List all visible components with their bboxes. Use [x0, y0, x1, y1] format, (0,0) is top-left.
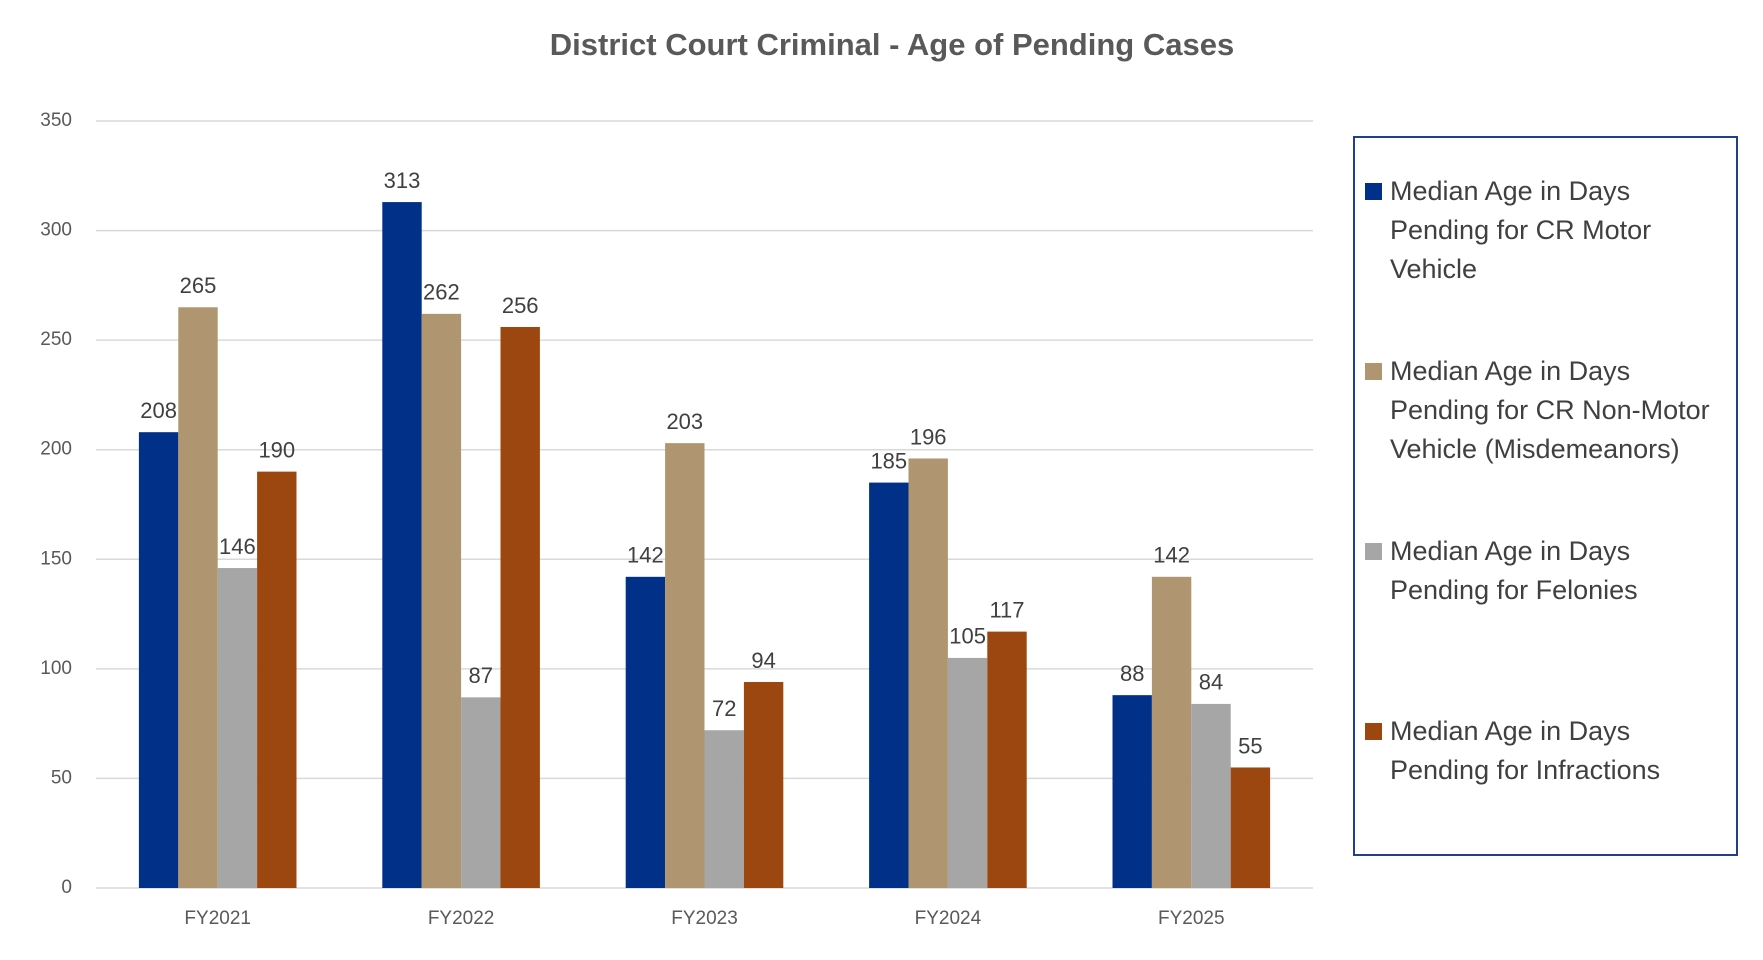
y-tick-label: 200 [40, 439, 72, 460]
bar [500, 326, 540, 889]
bar [947, 657, 988, 888]
legend-item: Median Age in Days Pending for CR Motor … [1365, 172, 1730, 352]
bar [987, 631, 1027, 888]
bar [178, 307, 218, 888]
data-label: 196 [910, 424, 947, 449]
legend-item: Median Age in Days Pending for CR Non-Mo… [1365, 352, 1730, 532]
data-label: 262 [423, 280, 460, 305]
data-label: 313 [384, 168, 421, 193]
bar [743, 682, 784, 888]
legend-item: Median Age in Days Pending for Felonies [1365, 532, 1730, 712]
legend-item: Median Age in Days Pending for Infractio… [1365, 712, 1730, 892]
data-label: 84 [1199, 670, 1223, 695]
bar [704, 730, 744, 888]
data-label: 208 [140, 398, 177, 423]
legend-swatch [1365, 363, 1382, 380]
y-tick-label: 350 [40, 110, 72, 131]
y-tick-label: 300 [40, 220, 72, 241]
data-label: 87 [469, 663, 493, 688]
bar [1112, 695, 1152, 888]
legend-label: Median Age in Days Pending for CR Non-Mo… [1390, 356, 1710, 464]
bar [217, 568, 258, 888]
x-tick-label: FY2023 [671, 908, 738, 929]
legend-swatch [1365, 543, 1382, 560]
y-tick-label: 250 [40, 329, 72, 350]
legend: Median Age in Days Pending for CR Motor … [1353, 136, 1738, 856]
x-tick-label: FY2025 [1158, 908, 1225, 929]
data-label: 55 [1238, 733, 1262, 758]
bar [1151, 576, 1192, 888]
legend-swatch [1365, 723, 1382, 740]
bar [257, 471, 297, 888]
legend-label: Median Age in Days Pending for CR Motor … [1390, 176, 1652, 284]
bar [382, 202, 422, 888]
data-label: 146 [219, 534, 256, 559]
data-label: 117 [989, 597, 1024, 622]
bar [421, 313, 462, 888]
bar [461, 697, 501, 888]
bar [869, 482, 909, 888]
legend-label: Median Age in Days Pending for Infractio… [1390, 716, 1661, 785]
bar [908, 458, 948, 888]
legend-swatch [1365, 183, 1382, 200]
data-label: 190 [258, 437, 295, 462]
data-label: 105 [949, 624, 986, 649]
chart-title: District Court Criminal - Age of Pending… [550, 27, 1234, 62]
y-tick-label: 150 [40, 548, 72, 569]
legend-label: Median Age in Days Pending for Felonies [1390, 536, 1638, 605]
data-label: 142 [627, 543, 664, 568]
x-tick-label: FY2022 [428, 908, 495, 929]
bar [138, 432, 179, 888]
bar [1230, 767, 1271, 888]
data-label: 88 [1120, 661, 1144, 686]
data-label: 203 [666, 409, 703, 434]
data-label: 256 [502, 293, 539, 318]
data-label: 94 [751, 648, 775, 673]
bar [665, 443, 705, 888]
data-label: 265 [180, 273, 217, 298]
bar [1191, 703, 1231, 888]
data-label: 185 [870, 448, 907, 473]
bar [625, 576, 666, 888]
y-tick-label: 100 [40, 658, 72, 679]
y-tick-label: 0 [61, 877, 72, 898]
x-tick-label: FY2021 [184, 908, 251, 929]
y-tick-label: 50 [51, 767, 72, 788]
data-label: 142 [1153, 543, 1190, 568]
data-label: 72 [712, 696, 736, 721]
x-tick-label: FY2024 [915, 908, 982, 929]
